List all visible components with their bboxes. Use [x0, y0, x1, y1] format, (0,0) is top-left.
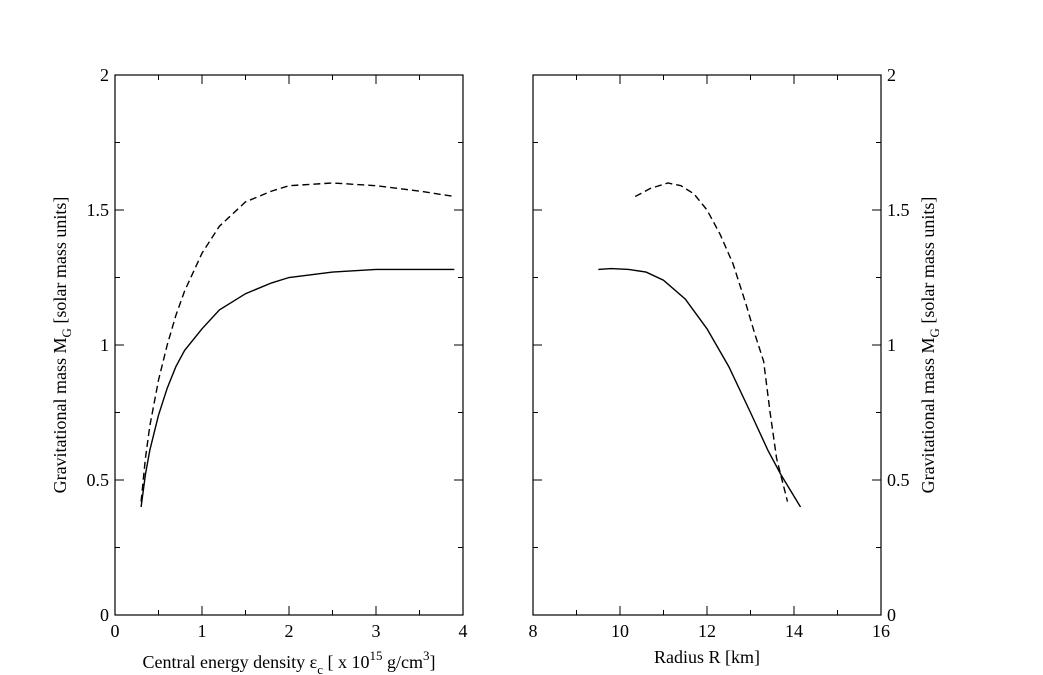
right-x-tick-label: 12	[698, 621, 716, 641]
right-x-tick-labels: 8 10 12 14 16	[529, 621, 891, 641]
left-series-solid-line	[140, 268, 455, 508]
left-y-tick-label: 0	[100, 605, 109, 625]
right-y-tick-label: 1	[887, 335, 896, 355]
left-x-tick-label: 4	[459, 621, 468, 641]
right-x-tick-label: 14	[785, 621, 803, 641]
left-y-tick-labels: 0 0.5 1 1.5 2	[87, 65, 110, 625]
left-x-tick-label: 2	[285, 621, 294, 641]
panel-right-mass-vs-radius: 8 10 12 14 16 0 0.5 1 1.5 2 Radius R [km] Gravit…	[529, 65, 943, 667]
left-series-group	[140, 182, 455, 508]
left-x-tick-label: 0	[111, 621, 120, 641]
right-x-tick-label: 10	[611, 621, 629, 641]
panel-left-mass-vs-density: 0 1 2 3 4 0 0.5 1 1.5 2 Central energy density ε…	[50, 65, 468, 675]
right-y-tick-label: 0.5	[887, 470, 910, 490]
right-series-solid-line	[598, 267, 802, 508]
right-x-axis-label: Radius R [km]	[654, 647, 760, 667]
left-x-axis-label: Central energy density εc [ x 1015 g/cm3…	[143, 648, 436, 675]
left-x-tick-label: 3	[372, 621, 381, 641]
right-series-dashed-line	[634, 182, 789, 502]
right-y-tick-label: 1.5	[887, 200, 910, 220]
right-y-tick-label: 0	[887, 605, 896, 625]
right-y-tick-label: 2	[887, 65, 896, 85]
right-axis-ticks	[532, 74, 882, 616]
left-x-tick-labels: 0 1 2 3 4	[111, 621, 468, 641]
left-y-tick-label: 2	[100, 65, 109, 85]
left-series-dashed-line	[140, 182, 455, 502]
left-y-tick-label: 1	[100, 335, 109, 355]
right-plot-frame	[532, 74, 882, 616]
left-y-axis-label: Gravitational mass MG [solar mass units]	[50, 197, 74, 494]
left-axis-ticks	[114, 74, 464, 616]
left-x-tick-label: 1	[198, 621, 207, 641]
left-y-tick-label: 1.5	[87, 200, 110, 220]
right-x-tick-label: 8	[529, 621, 538, 641]
right-x-tick-label: 16	[872, 621, 890, 641]
left-y-tick-label: 0.5	[87, 470, 110, 490]
right-y-axis-label: Gravitational mass MG [solar mass units]	[918, 197, 942, 494]
right-series-group	[598, 182, 802, 508]
right-y-tick-labels: 0 0.5 1 1.5 2	[887, 65, 910, 625]
